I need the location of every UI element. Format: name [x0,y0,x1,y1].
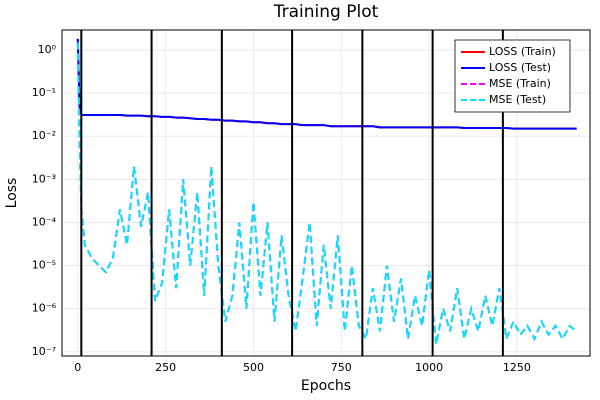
y-tick-label: 10⁻² [32,129,56,142]
chart-title: Training Plot [273,2,379,22]
y-tick-label: 10⁻⁶ [32,302,57,315]
y-tick-label: 10⁻³ [32,172,56,185]
y-tick-label: 10⁰ [38,43,57,56]
y-axis-label: Loss [4,178,20,209]
y-tick-label: 10⁻⁷ [32,345,56,358]
x-tick-label: 1250 [503,361,531,374]
legend-label: LOSS (Train) [489,45,556,58]
y-tick-label: 10⁻¹ [32,86,56,99]
y-tick-label: 10⁻⁴ [32,215,57,228]
legend-label: MSE (Test) [489,93,546,106]
x-tick-label: 0 [74,361,81,374]
x-tick-label: 750 [331,361,352,374]
x-axis-label: Epochs [301,378,351,394]
legend-label: LOSS (Test) [489,61,551,74]
series-line [76,38,577,130]
y-tick-label: 10⁻⁵ [32,259,56,272]
plot-frame [61,29,591,357]
x-tick-label: 1000 [415,361,443,374]
x-tick-label: 500 [243,361,264,374]
series-line [76,42,578,345]
plot-area [76,30,578,356]
x-tick-label: 250 [155,361,176,374]
legend-label: MSE (Train) [489,77,551,90]
